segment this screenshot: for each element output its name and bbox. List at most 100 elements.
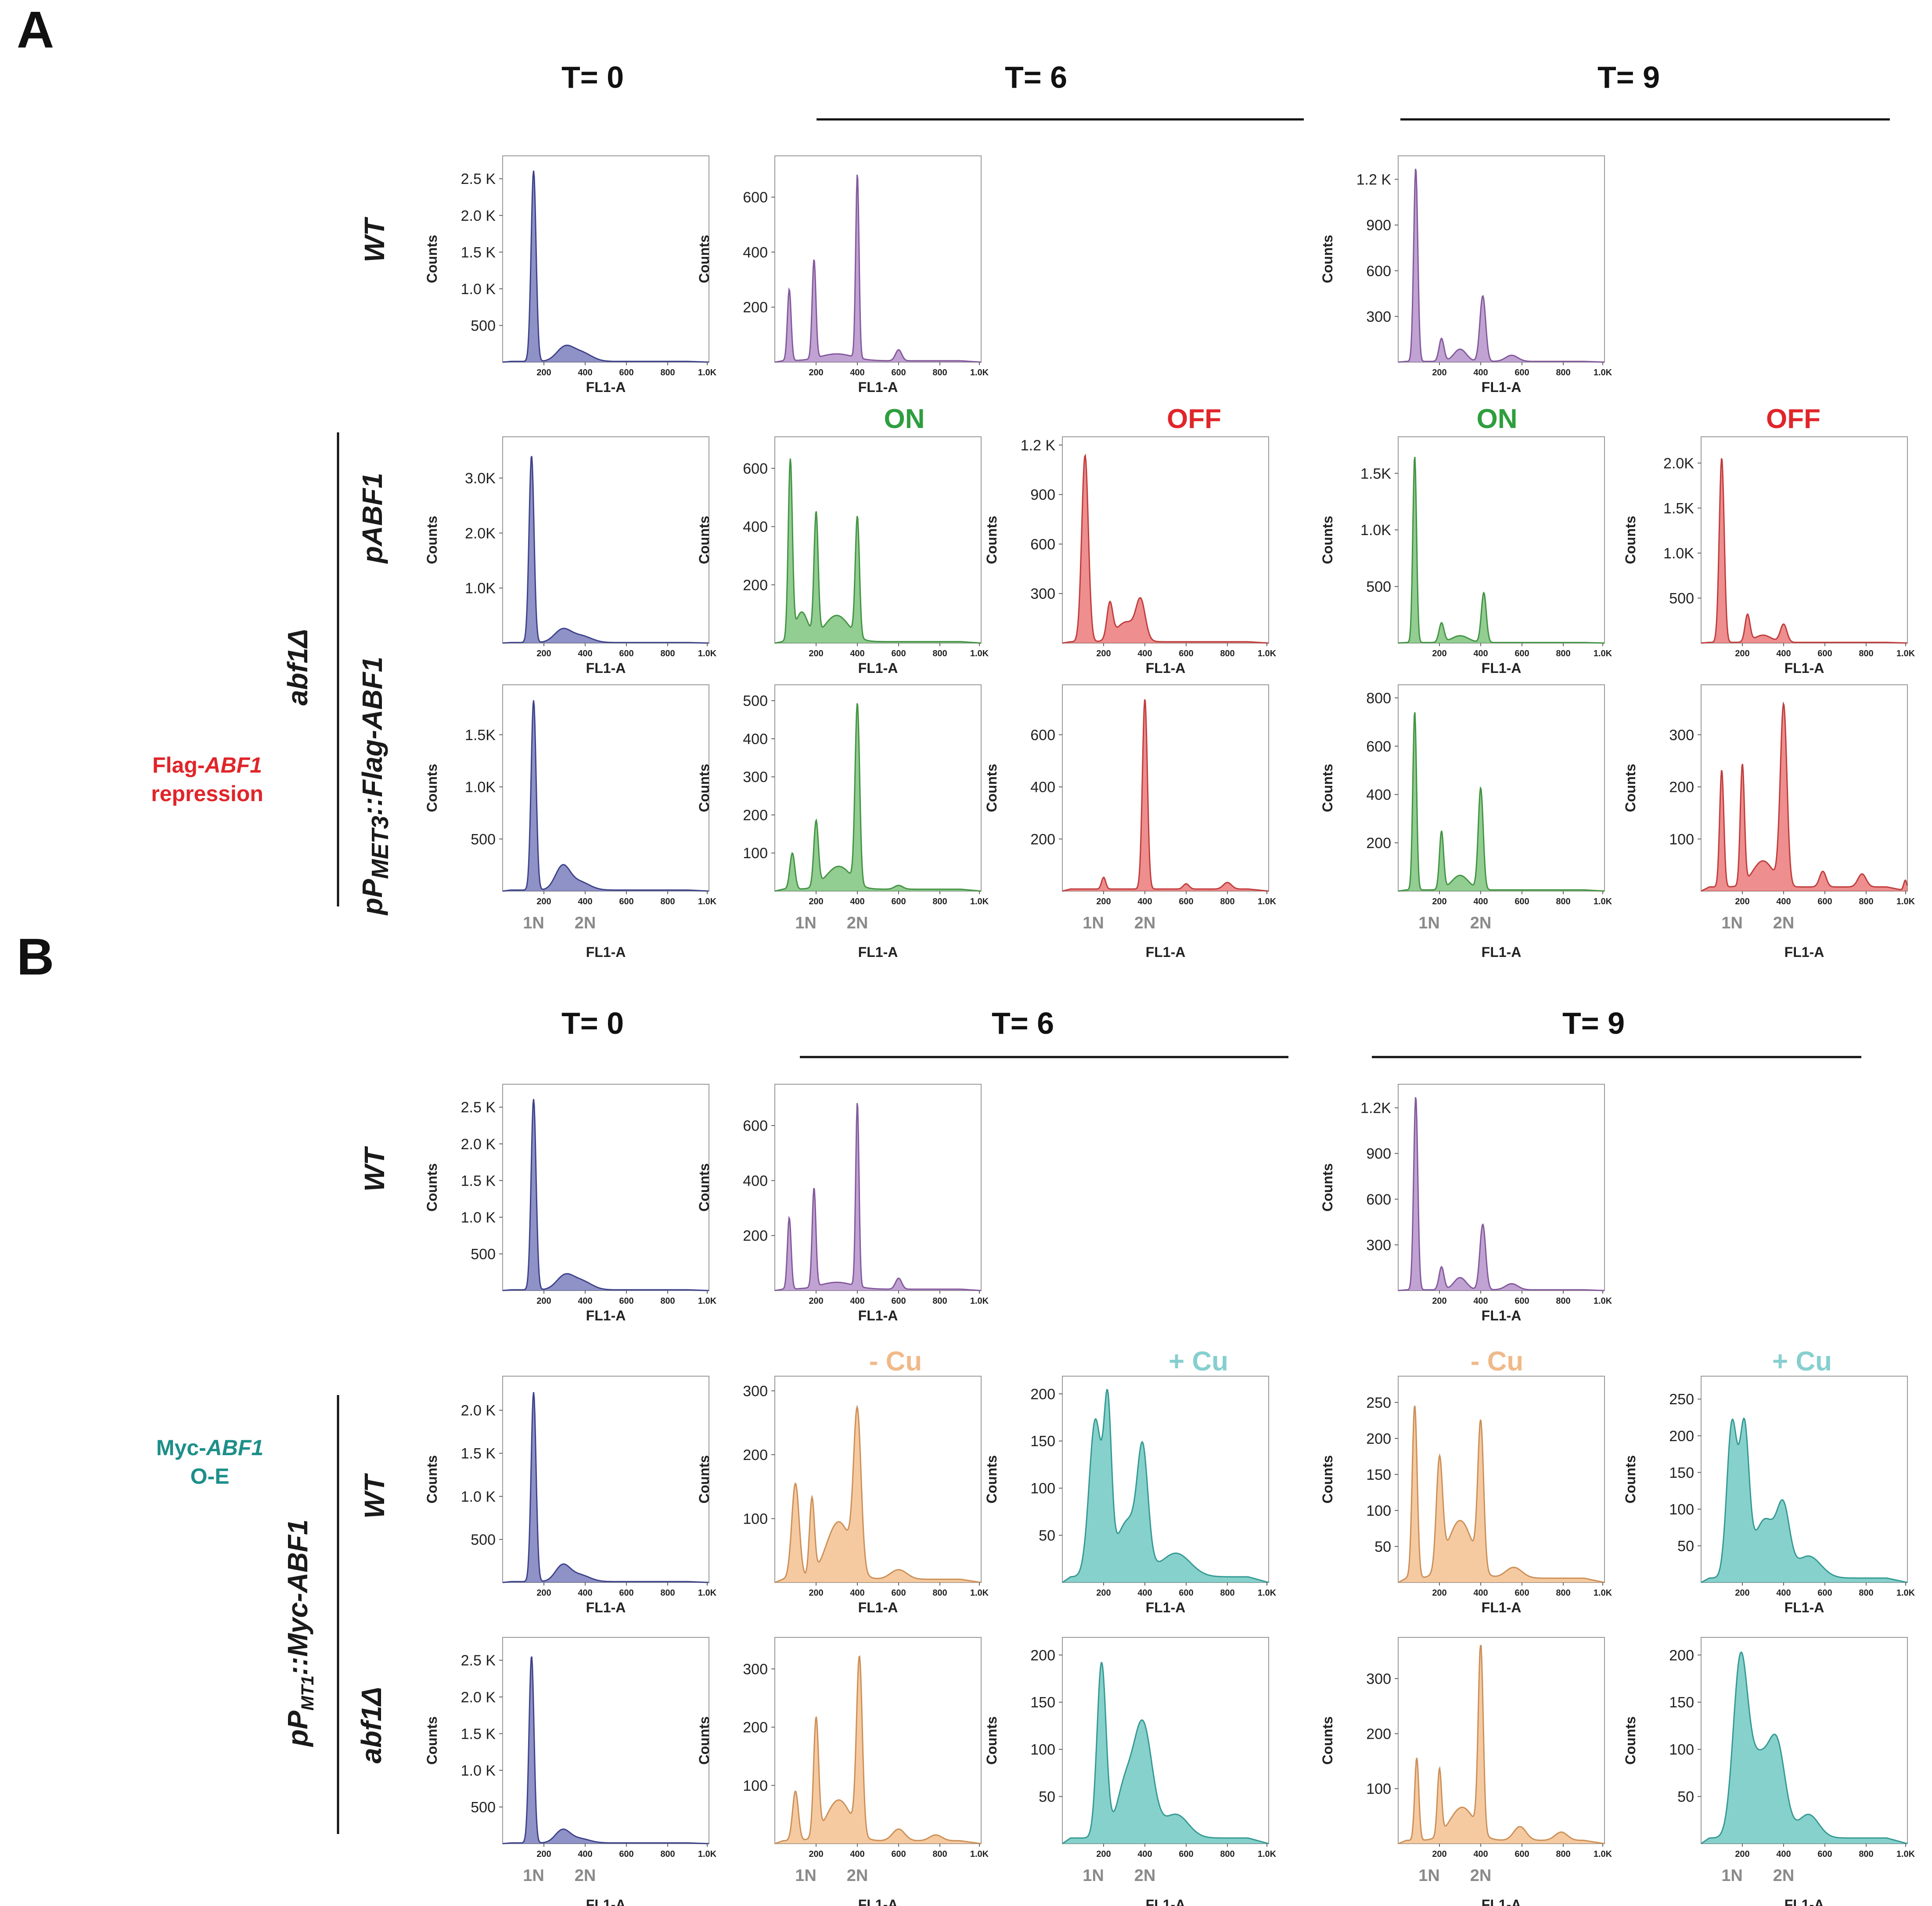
x-tick-label: 600 bbox=[1515, 897, 1529, 906]
x-axis-title: FL1-A bbox=[858, 1897, 898, 1906]
y-tick-label: 500 bbox=[471, 317, 496, 334]
ploidy-1n-label: 1N bbox=[1721, 1866, 1743, 1885]
ploidy-2n-label: 2N bbox=[1470, 1866, 1492, 1885]
ploidy-1n-label: 1N bbox=[1721, 914, 1743, 932]
ploidy-1n-label: 1N bbox=[1083, 914, 1104, 932]
panel-b-minus-cu-t9: - Cu bbox=[1471, 1346, 1524, 1377]
histogram-A-r2-t6-off: 300 600 900 1.2 K 200 400 600 800 1.0K Counts FL1-… bbox=[984, 436, 1277, 676]
histogram-line bbox=[1398, 1406, 1605, 1583]
x-tick-label: 200 bbox=[536, 368, 551, 378]
x-tick-label: 200 bbox=[1432, 1849, 1446, 1859]
histogram-B-r3-t6-minus: 100 200 300 200 400 600 800 1.0K Counts 1N 2N FL1-A bbox=[696, 1637, 989, 1906]
ploidy-1n-label: 1N bbox=[795, 914, 817, 932]
histogram-A-r3-t9-on: 200 400 600 800 200 400 600 800 1.0K Counts 1N 2N FL… bbox=[1320, 684, 1612, 960]
x-tick-label: 1.0K bbox=[698, 649, 717, 658]
y-axis-title: Counts bbox=[1623, 1716, 1638, 1765]
x-axis-title: FL1-A bbox=[1482, 660, 1522, 676]
x-tick-label: 600 bbox=[891, 1588, 906, 1598]
x-tick-label: 1.0K bbox=[1896, 1849, 1915, 1859]
x-tick-label: 1.0K bbox=[970, 1296, 989, 1306]
histogram-area bbox=[1062, 455, 1269, 643]
histogram-B-r2-t9-minus: 50 100 150 200 250 200 400 600 800 1.0K Counts FL1-… bbox=[1320, 1376, 1612, 1615]
x-tick-label: 600 bbox=[1817, 897, 1832, 906]
y-tick-label: 200 bbox=[743, 1228, 768, 1244]
x-tick-label: 400 bbox=[1473, 1849, 1488, 1859]
y-axis-title: Counts bbox=[1320, 1455, 1335, 1503]
panel-b-time-6: T= 6 bbox=[992, 1006, 1054, 1040]
ploidy-1n-label: 1N bbox=[1418, 914, 1440, 932]
y-tick-label: 100 bbox=[1669, 1741, 1694, 1758]
x-tick-label: 1.0K bbox=[1258, 649, 1277, 658]
x-tick-label: 800 bbox=[660, 649, 675, 658]
y-tick-label: 1.0 K bbox=[461, 281, 496, 298]
x-tick-label: 400 bbox=[1473, 1588, 1488, 1598]
ploidy-2n-label: 2N bbox=[1134, 914, 1156, 932]
x-tick-label: 200 bbox=[536, 897, 551, 906]
y-axis-title: Counts bbox=[1623, 764, 1638, 812]
y-tick-label: 200 bbox=[1366, 1726, 1391, 1742]
panel-b-letter: B bbox=[17, 928, 54, 986]
y-axis-title: Counts bbox=[424, 1163, 440, 1212]
y-tick-label: 300 bbox=[1366, 1237, 1391, 1254]
panel-a-note-line1: Flag-ABF1 bbox=[152, 753, 262, 777]
y-tick-label: 250 bbox=[1669, 1391, 1694, 1408]
x-tick-label: 800 bbox=[1220, 1588, 1234, 1598]
y-tick-label: 50 bbox=[1677, 1538, 1694, 1554]
histogram-B-r3-t9-minus: 100 200 300 200 400 600 800 1.0K Counts 1N 2N FL1-A bbox=[1320, 1637, 1612, 1906]
x-tick-label: 200 bbox=[1432, 368, 1446, 378]
y-tick-label: 600 bbox=[1366, 738, 1391, 755]
plot-frame bbox=[1062, 684, 1269, 892]
x-tick-label: 400 bbox=[1776, 897, 1791, 906]
y-axis-title: Counts bbox=[424, 235, 440, 283]
x-axis-title: FL1-A bbox=[586, 379, 626, 395]
y-tick-label: 500 bbox=[1366, 579, 1391, 595]
y-tick-label: 500 bbox=[1669, 590, 1694, 607]
x-axis-title: FL1-A bbox=[1146, 660, 1186, 676]
histogram-area bbox=[775, 1407, 981, 1582]
panel-a-letter: A bbox=[17, 1, 54, 59]
histogram-line bbox=[774, 703, 981, 892]
x-axis-title: FL1-A bbox=[586, 1308, 626, 1323]
x-axis-title: FL1-A bbox=[1482, 944, 1522, 960]
y-tick-label: 400 bbox=[743, 731, 768, 748]
x-tick-label: 200 bbox=[1735, 1588, 1749, 1598]
x-tick-label: 800 bbox=[1556, 1588, 1570, 1598]
x-tick-label: 600 bbox=[891, 1849, 906, 1859]
y-tick-label: 200 bbox=[1366, 1431, 1391, 1447]
x-axis-title: FL1-A bbox=[586, 1600, 626, 1615]
x-tick-label: 800 bbox=[1220, 649, 1234, 658]
x-tick-label: 1.0K bbox=[1594, 368, 1612, 378]
histogram-line bbox=[774, 174, 981, 363]
x-axis-title: FL1-A bbox=[1146, 944, 1186, 960]
ploidy-2n-label: 2N bbox=[1470, 914, 1492, 932]
histogram-A-r2-t9-off: 500 1.0K 1.5K 2.0K 200 400 600 800 1.0K Counts FL1… bbox=[1623, 436, 1915, 676]
ploidy-2n-label: 2N bbox=[1773, 1866, 1795, 1885]
panel-b-time-0: T= 0 bbox=[561, 1006, 624, 1040]
ploidy-2n-label: 2N bbox=[847, 1866, 868, 1885]
y-tick-label: 1.2K bbox=[1360, 1100, 1391, 1117]
y-tick-label: 50 bbox=[1374, 1539, 1391, 1555]
x-tick-label: 800 bbox=[932, 1849, 947, 1859]
y-tick-label: 300 bbox=[1366, 309, 1391, 325]
y-tick-label: 200 bbox=[743, 577, 768, 593]
y-tick-label: 100 bbox=[1669, 831, 1694, 848]
y-tick-label: 900 bbox=[1030, 487, 1055, 503]
y-tick-label: 300 bbox=[743, 1383, 768, 1399]
x-tick-label: 600 bbox=[1817, 1588, 1832, 1598]
x-tick-label: 400 bbox=[1473, 368, 1488, 378]
x-axis-title: FL1-A bbox=[1784, 944, 1824, 960]
y-axis-title: Counts bbox=[1623, 1455, 1638, 1503]
x-tick-label: 400 bbox=[1137, 1849, 1152, 1859]
x-tick-label: 1.0K bbox=[970, 1588, 989, 1598]
x-tick-label: 200 bbox=[536, 1849, 551, 1859]
x-tick-label: 1.0K bbox=[970, 368, 989, 378]
histogram-area bbox=[775, 458, 981, 643]
histogram-line bbox=[502, 700, 709, 892]
x-tick-label: 400 bbox=[850, 897, 864, 906]
y-tick-label: 400 bbox=[1030, 779, 1055, 796]
x-tick-label: 800 bbox=[660, 368, 675, 378]
plot-frame bbox=[1062, 436, 1269, 644]
y-axis-title: Counts bbox=[424, 1716, 440, 1765]
y-tick-label: 400 bbox=[1366, 787, 1391, 803]
y-tick-label: 500 bbox=[471, 1532, 496, 1548]
